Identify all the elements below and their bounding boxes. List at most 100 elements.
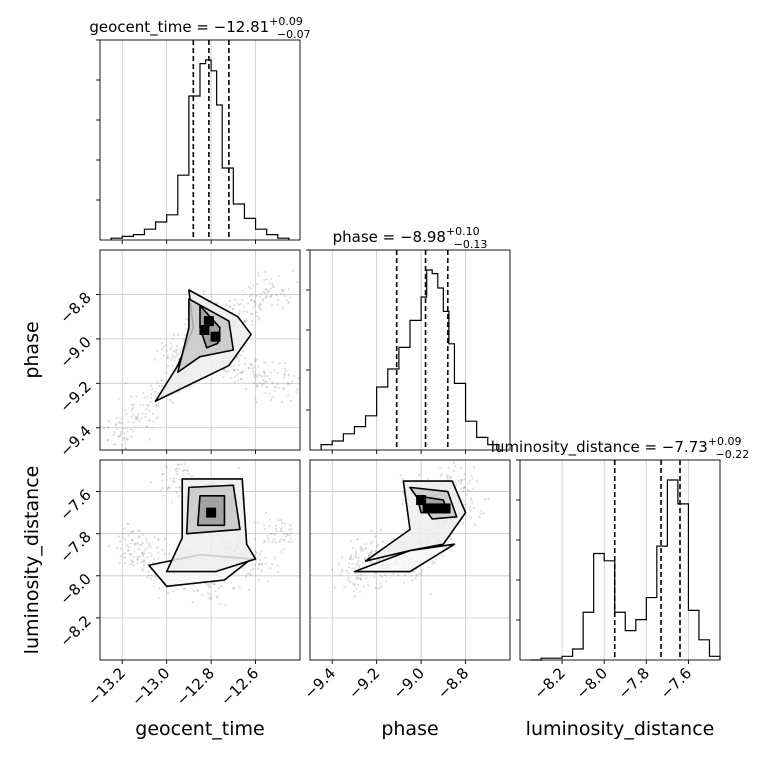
sample-point [141, 567, 144, 571]
sample-point [134, 415, 137, 419]
sample-point [224, 603, 227, 607]
sample-point [237, 353, 241, 356]
sample-point [176, 473, 179, 476]
sample-point [287, 301, 290, 304]
sample-point [130, 559, 133, 562]
sample-point [256, 282, 259, 286]
sample-point [249, 362, 253, 365]
sample-point [141, 551, 144, 554]
sample-point [162, 494, 165, 497]
sample-point [229, 305, 232, 308]
sample-point [160, 472, 164, 476]
sample-point [283, 532, 286, 535]
sample-point [164, 371, 168, 375]
sample-point [259, 374, 262, 377]
sample-point [228, 299, 231, 303]
sample-point [454, 484, 458, 487]
sample-point [369, 542, 372, 545]
sample-point [459, 482, 463, 485]
sample-point [378, 587, 381, 590]
sample-point [267, 580, 270, 583]
x-tick-label: −7.6 [657, 664, 695, 702]
sample-point [256, 521, 259, 524]
sample-point [339, 574, 342, 577]
dense-bin [440, 503, 451, 514]
sample-point [126, 438, 129, 441]
sample-point [132, 403, 135, 406]
sample-point [237, 368, 240, 372]
sample-point [229, 376, 232, 380]
sample-point [286, 382, 289, 386]
sample-point [270, 563, 274, 566]
sample-point [249, 568, 253, 572]
axes-frame [309, 459, 511, 661]
sample-point [209, 596, 212, 599]
sample-point [156, 349, 159, 352]
sample-point [397, 573, 400, 577]
sample-point [192, 584, 195, 587]
sample-point [351, 558, 355, 561]
sample-point [157, 538, 160, 542]
sample-point [251, 312, 254, 316]
histogram-step-line [530, 479, 721, 661]
sample-point [255, 375, 258, 379]
sample-point [148, 438, 152, 441]
sample-point [362, 548, 365, 551]
sample-point [146, 540, 149, 543]
sample-point [358, 566, 361, 570]
sample-point [255, 401, 259, 404]
sample-point [157, 405, 160, 408]
sample-point [119, 432, 122, 435]
sample-point [237, 466, 240, 469]
sample-point [180, 349, 183, 352]
sample-point [279, 538, 282, 541]
sample-point [122, 527, 125, 530]
axes-frame [99, 249, 301, 451]
sample-point [163, 537, 166, 541]
sample-point [135, 542, 139, 545]
sample-point [267, 289, 271, 292]
sample-point [139, 404, 142, 407]
x-axis-label: phase [381, 718, 438, 740]
sample-point [340, 570, 343, 573]
sample-point [126, 430, 129, 433]
sample-point [119, 547, 122, 550]
density-contour [353, 543, 456, 573]
sample-point [264, 296, 267, 299]
y-axis-label: phase [21, 321, 43, 378]
sample-point [148, 551, 151, 555]
sample-point [353, 566, 357, 570]
sample-point [154, 404, 158, 407]
sample-point [216, 302, 219, 305]
sample-point [171, 356, 174, 359]
sample-point [256, 385, 259, 388]
sample-point [172, 589, 175, 593]
sample-point [179, 478, 182, 481]
sample-point [165, 466, 168, 469]
sample-point [121, 422, 124, 425]
sample-point [136, 416, 139, 419]
sample-point [364, 543, 367, 546]
sample-point [289, 399, 293, 403]
sample-point [233, 586, 236, 590]
sample-point [283, 548, 286, 551]
dense-bin [431, 503, 442, 514]
sample-point [378, 559, 381, 562]
sample-point [369, 552, 372, 555]
sample-point [157, 587, 161, 590]
sample-point [159, 489, 162, 492]
sample-point [259, 292, 263, 295]
sample-point [157, 557, 160, 560]
sample-point [254, 360, 257, 363]
y-tick-label: −9.0 [56, 333, 94, 371]
sample-point [206, 592, 210, 595]
sample-point [268, 377, 272, 381]
sample-point [102, 427, 105, 430]
sample-point [470, 474, 473, 477]
sample-point [119, 434, 122, 437]
sample-point [210, 299, 213, 302]
histogram-step-line [320, 269, 500, 450]
sample-point [142, 561, 145, 564]
sample-point [232, 308, 235, 311]
